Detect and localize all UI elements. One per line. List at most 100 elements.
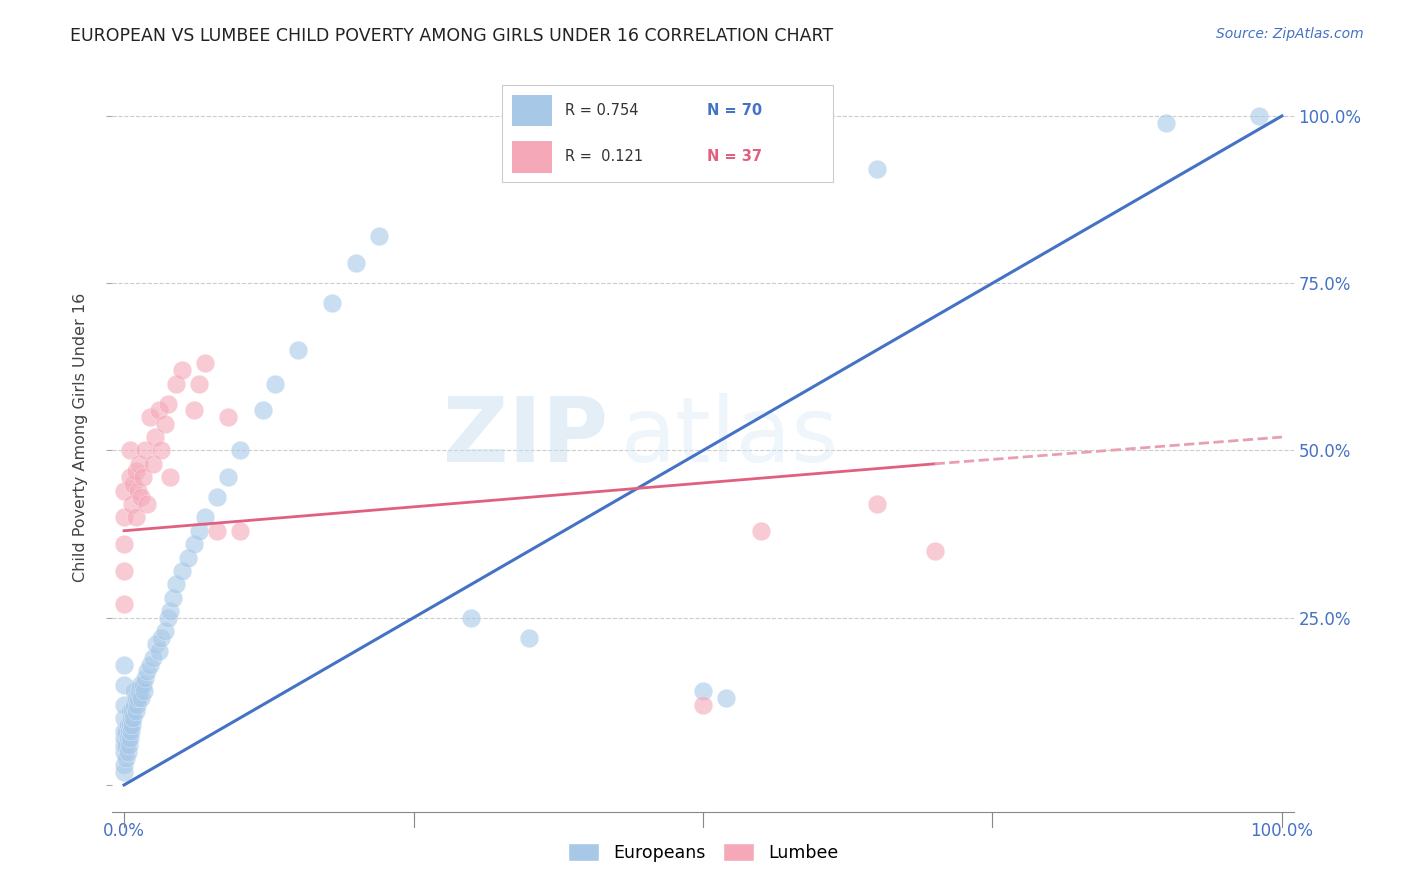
Lumbee xyxy=(112,598,135,612)
Europeans xyxy=(124,684,146,698)
Europeans xyxy=(170,564,193,578)
Lumbee xyxy=(134,443,156,458)
Lumbee xyxy=(128,457,150,471)
Lumbee xyxy=(118,470,141,484)
Europeans xyxy=(162,591,184,605)
Europeans xyxy=(714,690,737,705)
Europeans xyxy=(194,510,217,524)
Lumbee xyxy=(153,417,176,431)
Europeans xyxy=(153,624,176,639)
Europeans xyxy=(165,577,187,591)
Europeans xyxy=(692,684,714,698)
Lumbee xyxy=(112,537,135,551)
Europeans xyxy=(122,711,145,725)
Lumbee xyxy=(118,443,141,458)
Europeans xyxy=(118,731,141,746)
Europeans xyxy=(115,751,138,765)
Europeans xyxy=(112,738,135,752)
Europeans xyxy=(460,611,482,625)
Europeans xyxy=(138,657,160,672)
Europeans xyxy=(145,637,167,651)
Lumbee xyxy=(127,483,149,498)
Text: EUROPEAN VS LUMBEE CHILD POVERTY AMONG GIRLS UNDER 16 CORRELATION CHART: EUROPEAN VS LUMBEE CHILD POVERTY AMONG G… xyxy=(70,27,834,45)
Legend: Europeans, Lumbee: Europeans, Lumbee xyxy=(560,834,846,871)
Europeans xyxy=(134,671,156,685)
Lumbee xyxy=(136,497,159,511)
Y-axis label: Child Poverty Among Girls Under 16: Child Poverty Among Girls Under 16 xyxy=(73,293,89,582)
Europeans xyxy=(344,256,367,270)
Lumbee xyxy=(124,464,146,478)
Text: Source: ZipAtlas.com: Source: ZipAtlas.com xyxy=(1216,27,1364,41)
Europeans xyxy=(112,744,135,758)
Lumbee xyxy=(692,698,714,712)
Europeans xyxy=(112,678,135,692)
Europeans xyxy=(517,631,540,645)
Lumbee xyxy=(229,524,252,538)
Europeans xyxy=(125,698,148,712)
Europeans xyxy=(118,705,141,719)
Europeans xyxy=(188,524,211,538)
Lumbee xyxy=(124,510,146,524)
Lumbee xyxy=(924,544,946,558)
Europeans xyxy=(118,738,141,752)
Lumbee xyxy=(122,476,145,491)
Text: ZIP: ZIP xyxy=(443,393,609,481)
Lumbee xyxy=(148,403,170,417)
Europeans xyxy=(136,664,159,679)
Europeans xyxy=(1154,116,1177,130)
Europeans xyxy=(112,711,135,725)
Europeans xyxy=(229,443,252,458)
Lumbee xyxy=(866,497,889,511)
Europeans xyxy=(127,690,149,705)
Europeans xyxy=(321,296,343,310)
Europeans xyxy=(118,717,141,731)
Europeans xyxy=(205,491,228,505)
Europeans xyxy=(128,684,150,698)
Europeans xyxy=(117,717,139,731)
Europeans xyxy=(120,711,142,725)
Lumbee xyxy=(205,524,228,538)
Europeans xyxy=(263,376,285,391)
Text: atlas: atlas xyxy=(620,393,838,481)
Europeans xyxy=(124,698,146,712)
Europeans xyxy=(157,611,180,625)
Europeans xyxy=(287,343,309,358)
Lumbee xyxy=(165,376,187,391)
Europeans xyxy=(118,724,141,739)
Europeans xyxy=(121,705,143,719)
Europeans xyxy=(121,717,143,731)
Europeans xyxy=(112,731,135,746)
Europeans xyxy=(148,644,170,658)
Lumbee xyxy=(749,524,772,538)
Europeans xyxy=(1247,109,1270,123)
Europeans xyxy=(117,731,139,746)
Europeans xyxy=(177,550,200,565)
Europeans xyxy=(124,705,146,719)
Lumbee xyxy=(112,483,135,498)
Lumbee xyxy=(138,410,160,425)
Lumbee xyxy=(112,564,135,578)
Europeans xyxy=(367,229,389,244)
Lumbee xyxy=(217,410,239,425)
Europeans xyxy=(124,690,146,705)
Lumbee xyxy=(183,403,205,417)
Europeans xyxy=(150,631,173,645)
Lumbee xyxy=(194,356,217,371)
Europeans xyxy=(117,744,139,758)
Europeans xyxy=(142,651,165,665)
Europeans xyxy=(866,162,889,177)
Europeans xyxy=(129,678,152,692)
Europeans xyxy=(252,403,274,417)
Lumbee xyxy=(131,470,153,484)
Lumbee xyxy=(143,430,166,444)
Europeans xyxy=(183,537,205,551)
Lumbee xyxy=(142,457,165,471)
Lumbee xyxy=(157,396,180,410)
Lumbee xyxy=(188,376,211,391)
Europeans xyxy=(159,604,181,618)
Europeans xyxy=(115,738,138,752)
Europeans xyxy=(112,724,135,739)
Europeans xyxy=(217,470,239,484)
Europeans xyxy=(112,698,135,712)
Europeans xyxy=(115,724,138,739)
